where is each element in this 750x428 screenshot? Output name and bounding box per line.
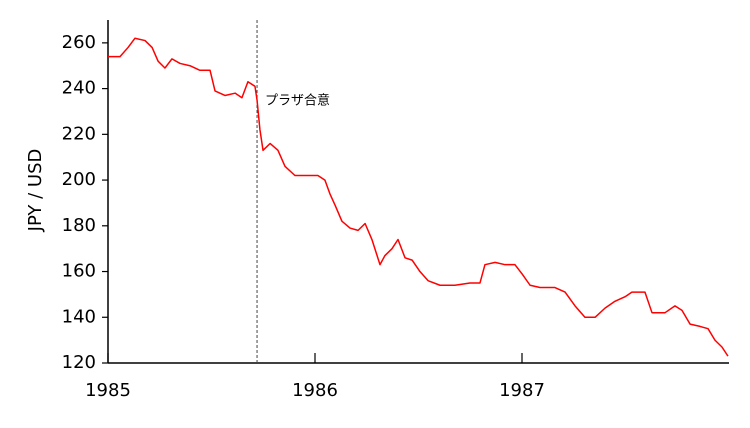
y-tick-label: 240 xyxy=(62,78,96,99)
x-tick-label: 1985 xyxy=(85,380,131,401)
annotation-text: プラザ合意 xyxy=(265,93,330,109)
line xyxy=(108,37,729,357)
x-tick-label: 1986 xyxy=(292,380,338,401)
y-tick-label: 140 xyxy=(62,306,96,327)
x-tick-label: 1987 xyxy=(499,380,545,401)
y-tick-label: 260 xyxy=(62,32,96,53)
y-tick-label: 220 xyxy=(62,123,96,144)
y-tick-label: 120 xyxy=(62,352,96,373)
y-axis-label: JPY / USD xyxy=(25,149,46,233)
y-tick-label: 180 xyxy=(62,215,96,236)
y-tick-label: 160 xyxy=(62,261,96,282)
y-tick-label: 200 xyxy=(62,169,96,190)
